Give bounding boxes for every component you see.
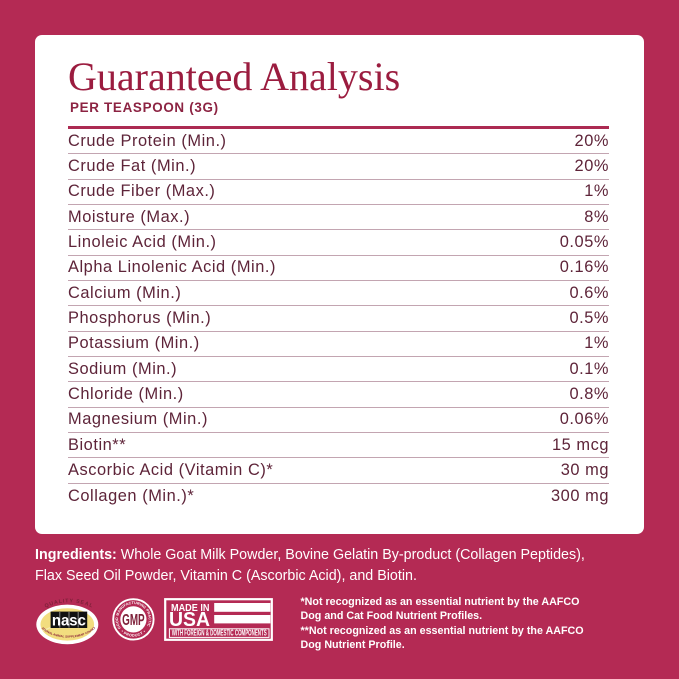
svg-text:GMP: GMP <box>122 612 145 629</box>
svg-text:QUALITY SEAL: QUALITY SEAL <box>44 598 94 609</box>
svg-text:USA: USA <box>169 608 210 631</box>
svg-text:WITH FOREIGN & DOMESTIC COMPON: WITH FOREIGN & DOMESTIC COMPONENTS <box>172 629 267 638</box>
svg-text:MADE IN: MADE IN <box>171 603 210 614</box>
